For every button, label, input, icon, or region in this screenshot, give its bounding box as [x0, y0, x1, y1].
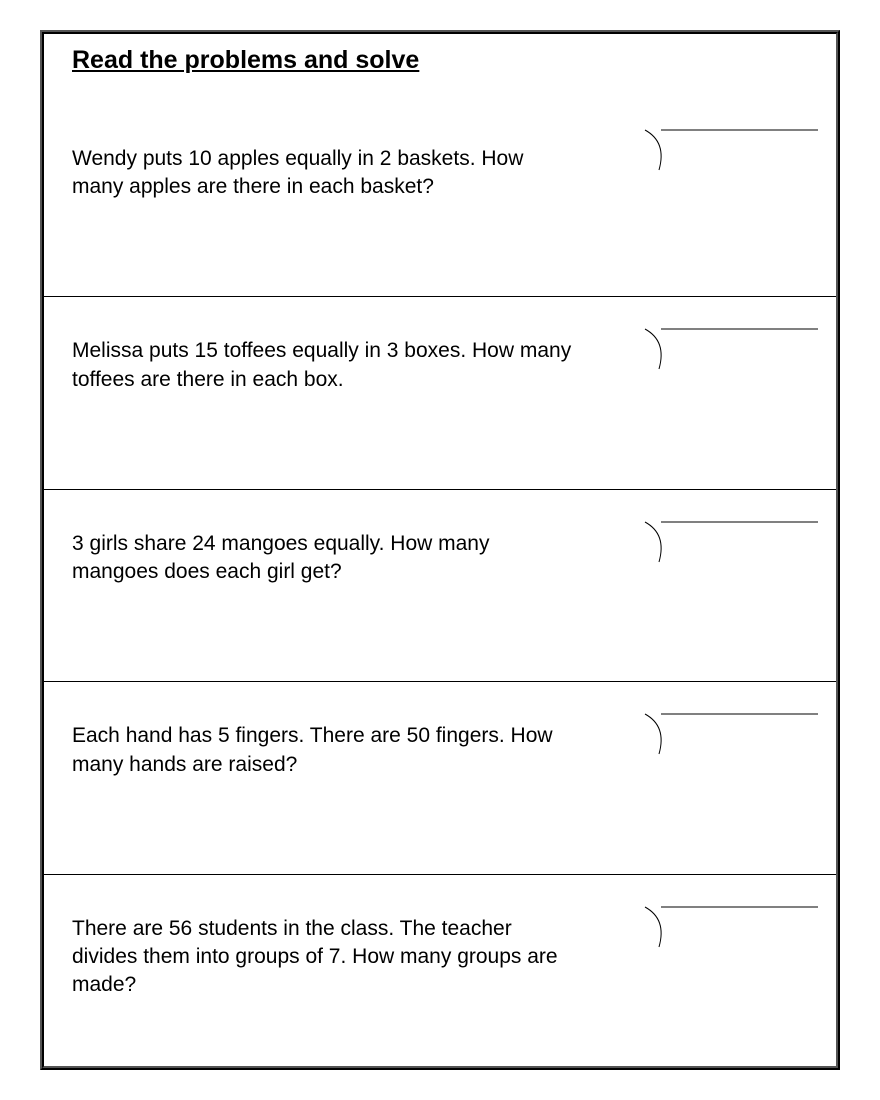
division-bracket-icon — [643, 905, 818, 955]
problem-row: There are 56 students in the class. The … — [44, 875, 836, 1066]
problem-row: Wendy puts 10 apples equally in 2 basket… — [44, 75, 836, 297]
worksheet-title: Read the problems and solve — [72, 46, 419, 75]
problem-text: Each hand has 5 fingers. There are 50 fi… — [72, 722, 572, 779]
problem-text: There are 56 students in the class. The … — [72, 915, 572, 1000]
problem-row: 3 girls share 24 mangoes equally. How ma… — [44, 490, 836, 682]
problem-row: Each hand has 5 fingers. There are 50 fi… — [44, 682, 836, 874]
worksheet-frame: Read the problems and solve Wendy puts 1… — [40, 30, 840, 1070]
problem-text: 3 girls share 24 mangoes equally. How ma… — [72, 530, 572, 587]
division-bracket-icon — [643, 520, 818, 570]
division-bracket-icon — [643, 712, 818, 762]
problem-row: Melissa puts 15 toffees equally in 3 box… — [44, 297, 836, 489]
problem-text: Wendy puts 10 apples equally in 2 basket… — [72, 145, 572, 202]
header-row: Read the problems and solve — [44, 34, 836, 75]
division-bracket-icon — [643, 327, 818, 377]
problem-text: Melissa puts 15 toffees equally in 3 box… — [72, 337, 572, 394]
division-bracket-icon — [643, 128, 818, 178]
